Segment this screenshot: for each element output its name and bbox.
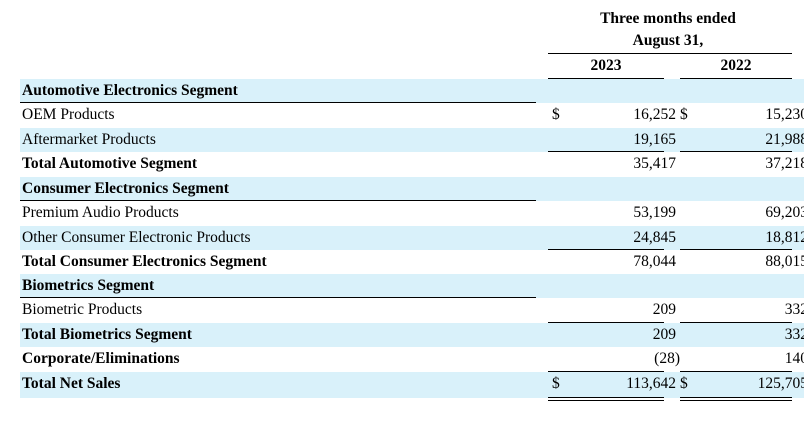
section-underline bbox=[20, 102, 536, 103]
row-label: Biometrics Segment bbox=[22, 277, 155, 294]
value-2022: 125,705 bbox=[757, 375, 804, 392]
row-label: Total Biometrics Segment bbox=[22, 326, 192, 343]
row-label: Total Net Sales bbox=[22, 375, 121, 392]
value-2022: 332 bbox=[784, 326, 804, 343]
table-row: Biometrics Segment bbox=[20, 274, 804, 298]
section-underline bbox=[20, 297, 536, 298]
value-2023: 53,199 bbox=[633, 204, 676, 221]
currency-symbol: $ bbox=[680, 106, 688, 123]
period-header-line2: August 31, bbox=[632, 32, 704, 49]
subtotal-rule-2022 bbox=[680, 249, 792, 250]
row-label: Corporate/Eliminations bbox=[22, 350, 180, 367]
row-label: Total Consumer Electronics Segment bbox=[22, 253, 267, 270]
value-2022: 18,812 bbox=[765, 229, 804, 246]
year-header-2022: 2022 bbox=[720, 57, 752, 74]
value-2022: 140 bbox=[784, 350, 804, 367]
currency-symbol: $ bbox=[552, 106, 560, 123]
table-row: Corporate/Eliminations (28) 140 bbox=[20, 347, 804, 371]
table-row: Aftermarket Products 19,165 21,988 bbox=[20, 128, 804, 152]
subtotal-rule-2022 bbox=[680, 322, 792, 323]
value-2023: 19,165 bbox=[633, 131, 676, 148]
section-underline bbox=[20, 200, 536, 201]
table-row: Total Consumer Electronics Segment 78,04… bbox=[20, 250, 804, 274]
value-2023: 78,044 bbox=[633, 253, 676, 270]
table-row: Biometric Products 209 332 bbox=[20, 298, 804, 322]
table-row: Total Automotive Segment 35,417 37,218 bbox=[20, 152, 804, 176]
value-2022: 332 bbox=[784, 301, 804, 318]
subtotal-rule-2022 bbox=[680, 151, 792, 152]
row-label: Total Automotive Segment bbox=[22, 155, 198, 172]
row-label: Aftermarket Products bbox=[22, 131, 156, 148]
row-label: Automotive Electronics Segment bbox=[22, 82, 238, 99]
value-2022: 21,988 bbox=[765, 131, 804, 148]
period-header-rule bbox=[548, 53, 792, 54]
row-label: Consumer Electronics Segment bbox=[22, 180, 229, 197]
total-double-rule-2023 bbox=[548, 397, 664, 401]
subtotal-rule-2022 bbox=[680, 371, 792, 372]
period-header-line1: Three months ended bbox=[600, 10, 736, 27]
value-2023: 35,417 bbox=[633, 155, 676, 172]
currency-symbol: $ bbox=[552, 375, 560, 392]
subtotal-rule-2023 bbox=[548, 322, 664, 323]
table-row: Other Consumer Electronic Products 24,84… bbox=[20, 226, 804, 250]
value-2022: 37,218 bbox=[765, 155, 804, 172]
subtotal-rule-2023 bbox=[548, 151, 664, 152]
value-2022: 69,203 bbox=[765, 204, 804, 221]
year-2022-rule bbox=[680, 78, 792, 79]
value-2023: 209 bbox=[652, 326, 676, 343]
value-2022: 88,015 bbox=[765, 253, 804, 270]
row-label: Biometric Products bbox=[22, 301, 143, 318]
total-double-rule-2022 bbox=[680, 397, 792, 401]
table-row: Total Biometrics Segment 209 332 bbox=[20, 323, 804, 347]
table-row: Total Net Sales $ 113,642 $ 125,705 bbox=[20, 372, 804, 398]
value-2023: 113,642 bbox=[626, 375, 676, 392]
row-label: OEM Products bbox=[22, 106, 115, 123]
year-2023-rule bbox=[548, 78, 664, 79]
table-row: Automotive Electronics Segment bbox=[20, 79, 804, 103]
row-label: Premium Audio Products bbox=[22, 204, 179, 221]
value-2022: 15,230 bbox=[765, 106, 804, 123]
value-2023: 16,252 bbox=[633, 106, 676, 123]
subtotal-rule-2023 bbox=[548, 249, 664, 250]
value-2023: (28) bbox=[654, 350, 680, 367]
table-row: OEM Products $ 16,252 $ 15,230 bbox=[20, 103, 804, 127]
value-2023: 209 bbox=[652, 301, 676, 318]
subtotal-rule-2023 bbox=[548, 371, 664, 372]
table-row: Premium Audio Products 53,199 69,203 bbox=[20, 201, 804, 225]
currency-symbol: $ bbox=[680, 375, 688, 392]
value-2023: 24,845 bbox=[633, 229, 676, 246]
year-header-2023: 2023 bbox=[590, 57, 622, 74]
table-row: Consumer Electronics Segment bbox=[20, 177, 804, 201]
row-label: Other Consumer Electronic Products bbox=[22, 229, 251, 246]
